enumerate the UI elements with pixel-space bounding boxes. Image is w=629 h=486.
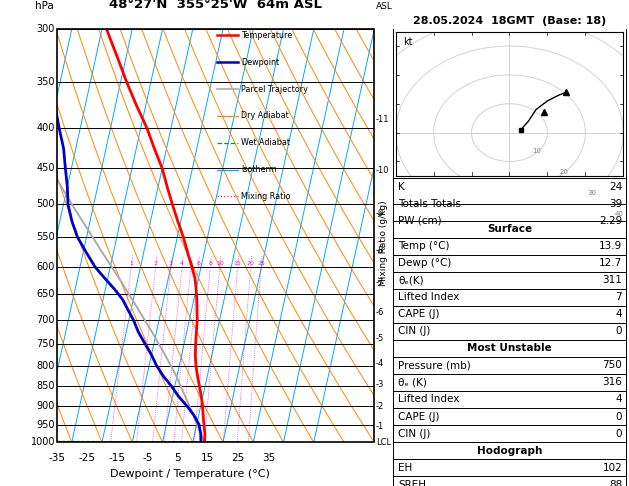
Text: 2: 2 [153,261,158,266]
Text: CAPE (J): CAPE (J) [398,310,440,319]
Text: 28.05.2024  18GMT  (Base: 18): 28.05.2024 18GMT (Base: 18) [413,16,606,26]
Text: 900: 900 [36,401,55,411]
Text: 5: 5 [189,261,193,266]
Text: θₑ(K): θₑ(K) [398,276,424,285]
Text: CAPE (J): CAPE (J) [398,412,440,421]
Text: 0: 0 [616,429,622,438]
Text: 40: 40 [615,211,623,217]
Text: -4: -4 [376,359,384,368]
Text: -5: -5 [142,452,153,463]
Text: -11: -11 [376,115,389,123]
Text: 750: 750 [36,339,55,348]
Text: 950: 950 [36,419,55,430]
Text: -7: -7 [376,278,384,287]
Text: Wet Adiabat: Wet Adiabat [241,138,290,147]
Text: EH: EH [398,463,413,472]
Text: 500: 500 [36,199,55,209]
Text: 450: 450 [36,163,55,174]
Text: Totals Totals: Totals Totals [398,199,461,209]
Text: 4: 4 [615,310,622,319]
Text: 350: 350 [36,77,55,87]
Text: 6: 6 [196,261,200,266]
Text: 13.9: 13.9 [599,242,622,251]
Text: 7: 7 [615,293,622,302]
Text: -8: -8 [376,246,384,255]
Text: -10: -10 [376,166,389,175]
Text: 5: 5 [174,452,181,463]
Text: 39: 39 [609,199,622,209]
Text: 102: 102 [603,463,622,472]
Text: 311: 311 [602,276,622,285]
Text: 316: 316 [602,378,622,387]
Text: SREH: SREH [398,480,426,486]
Text: -9: -9 [376,209,384,218]
Text: 4: 4 [180,261,184,266]
Text: Temperature: Temperature [241,31,292,40]
Text: CIN (J): CIN (J) [398,327,430,336]
Text: -35: -35 [48,452,65,463]
Text: 550: 550 [36,232,55,242]
Text: -2: -2 [376,401,384,411]
Text: 0: 0 [616,412,622,421]
Text: 850: 850 [36,382,55,392]
Text: -1: -1 [376,421,384,431]
Text: km
ASL: km ASL [376,0,392,11]
Text: LCL: LCL [376,438,391,448]
Text: -5: -5 [376,334,384,344]
Text: 600: 600 [36,262,55,272]
Text: 30: 30 [587,190,596,196]
Text: 25: 25 [231,452,245,463]
Text: PW (cm): PW (cm) [398,216,442,226]
Text: 8: 8 [208,261,212,266]
Text: kt: kt [403,37,413,47]
Text: Temp (°C): Temp (°C) [398,242,450,251]
Text: 88: 88 [609,480,622,486]
Text: 25: 25 [257,261,265,266]
Text: CIN (J): CIN (J) [398,429,430,438]
Text: -25: -25 [79,452,96,463]
Text: 15: 15 [234,261,242,266]
Text: Dry Adiabat: Dry Adiabat [241,111,289,121]
Text: 20: 20 [247,261,255,266]
Text: Hodograph: Hodograph [477,446,542,455]
Text: Mixing Ratio (g/kg): Mixing Ratio (g/kg) [379,200,388,286]
Text: 10: 10 [532,148,542,155]
Text: 650: 650 [36,290,55,299]
Text: hPa: hPa [35,0,53,11]
Text: 1000: 1000 [31,437,55,447]
Text: 20: 20 [560,169,569,175]
Text: Dewpoint: Dewpoint [241,58,279,67]
Text: 0: 0 [616,327,622,336]
Text: Pressure (mb): Pressure (mb) [398,361,471,370]
Text: Isotherm: Isotherm [241,165,277,174]
Text: 750: 750 [603,361,622,370]
Text: Dewpoint / Temperature (°C): Dewpoint / Temperature (°C) [110,469,270,479]
Text: 3: 3 [169,261,173,266]
Text: 35: 35 [262,452,275,463]
Text: 1: 1 [130,261,133,266]
Text: 300: 300 [36,24,55,34]
Text: 4: 4 [615,395,622,404]
Text: -15: -15 [109,452,126,463]
Text: 800: 800 [36,361,55,371]
Text: Mixing Ratio: Mixing Ratio [241,192,291,201]
Text: -3: -3 [376,380,384,389]
Text: Parcel Trajectory: Parcel Trajectory [241,85,308,94]
Text: Lifted Index: Lifted Index [398,293,460,302]
Text: 24: 24 [609,182,622,192]
Text: 700: 700 [36,315,55,325]
Text: Surface: Surface [487,225,532,234]
Text: 15: 15 [201,452,214,463]
Text: Dewp (°C): Dewp (°C) [398,259,452,268]
Text: 12.7: 12.7 [599,259,622,268]
Text: 48°27'N  355°25'W  64m ASL: 48°27'N 355°25'W 64m ASL [109,0,322,11]
Text: -6: -6 [376,308,384,317]
Text: 10: 10 [216,261,224,266]
Text: K: K [398,182,405,192]
Text: 400: 400 [36,123,55,133]
Text: 2.29: 2.29 [599,216,622,226]
Text: θₑ (K): θₑ (K) [398,378,427,387]
Text: Most Unstable: Most Unstable [467,344,552,353]
Text: Lifted Index: Lifted Index [398,395,460,404]
